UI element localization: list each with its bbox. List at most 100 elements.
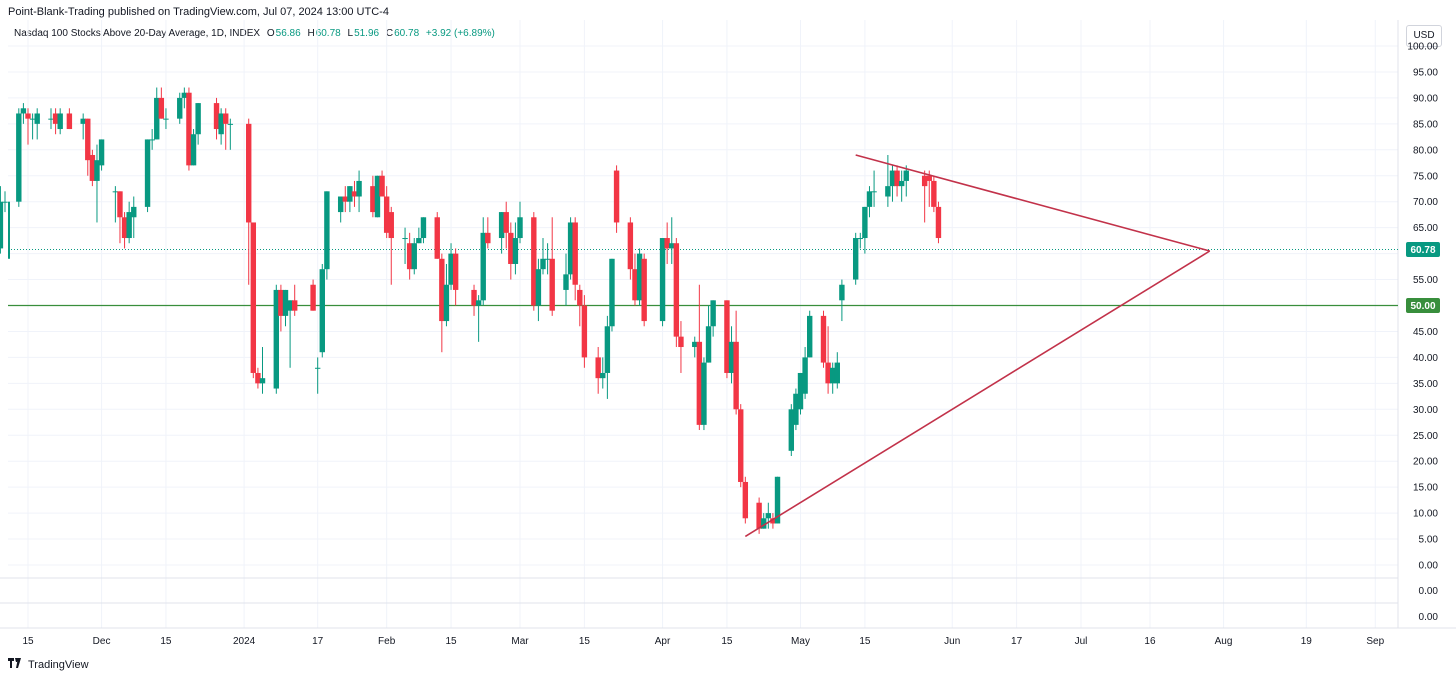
time-axis[interactable]: 15 Dec 15 2024 17 Feb 15 Mar 15 Apr 15 May 15 Jun 17 Ju… xyxy=(22,636,1384,647)
candle-body xyxy=(342,196,348,202)
candle-body xyxy=(701,362,707,425)
candle xyxy=(724,300,730,379)
candle xyxy=(921,170,928,223)
candle xyxy=(604,315,611,399)
candles xyxy=(0,87,942,534)
candle xyxy=(379,170,385,197)
x-tick-label: 2024 xyxy=(233,636,256,647)
candle-body xyxy=(581,305,588,358)
open-value: 56.86 xyxy=(275,28,301,39)
candle xyxy=(894,165,900,197)
candle xyxy=(544,243,551,275)
candle-body xyxy=(613,170,620,223)
candle-body xyxy=(508,232,514,264)
candle-body xyxy=(314,367,321,369)
open-label: O xyxy=(266,28,275,39)
candle-body xyxy=(793,393,799,425)
candle-body xyxy=(223,113,229,124)
candle xyxy=(98,139,105,171)
y-tick-label: 35.00 xyxy=(1413,379,1438,390)
candle-body xyxy=(636,253,643,301)
x-tick-label: Dec xyxy=(93,636,111,647)
candle-body xyxy=(733,341,739,410)
candle-body xyxy=(370,186,376,213)
candlestick-chart[interactable]: 100.00 95.00 90.00 85.00 80.00 75.00 70.00 65.0… xyxy=(0,0,1456,650)
x-tick-label: 17 xyxy=(1011,636,1023,647)
candle-body xyxy=(797,372,804,410)
trendline[interactable] xyxy=(744,250,1211,538)
candle xyxy=(632,253,638,306)
candle xyxy=(774,476,781,524)
candle xyxy=(278,284,284,332)
close-label: C xyxy=(385,28,394,39)
publish-info: Point-Blank-Trading published on Trading… xyxy=(8,6,389,18)
candle xyxy=(641,253,647,327)
candle-body xyxy=(452,253,459,290)
candle-body xyxy=(696,341,703,425)
x-tick-label: 19 xyxy=(1301,636,1313,647)
candle-body xyxy=(678,336,684,348)
candle xyxy=(314,357,321,394)
candle xyxy=(659,238,666,327)
candle-body xyxy=(834,362,840,384)
candle-body xyxy=(250,222,257,373)
candle xyxy=(273,284,280,394)
candle-body xyxy=(52,113,59,124)
candle xyxy=(636,248,643,306)
currency-button[interactable]: USD xyxy=(1406,25,1442,47)
candle xyxy=(935,201,942,244)
trendlines[interactable] xyxy=(744,154,1211,538)
trendline[interactable] xyxy=(855,154,1210,252)
y-tick-label: 55.00 xyxy=(1413,275,1438,286)
candle-body xyxy=(549,258,555,311)
x-tick-label: Sep xyxy=(1366,636,1384,647)
candle xyxy=(80,113,86,140)
candle xyxy=(52,108,59,135)
y-tick-label: 80.00 xyxy=(1413,145,1438,156)
candle xyxy=(931,175,937,213)
candle xyxy=(733,310,739,415)
candle-body xyxy=(710,300,716,327)
candle xyxy=(291,284,298,316)
symbol-legend: Nasdaq 100 Stocks Above 20-Day Average, … xyxy=(14,28,495,39)
low-label: L xyxy=(347,28,354,39)
candle-body xyxy=(126,212,132,239)
candle xyxy=(439,253,445,353)
y-tick-label: 5.00 xyxy=(1419,535,1439,546)
y-tick-label: 65.00 xyxy=(1413,223,1438,234)
candle-body xyxy=(512,238,519,264)
tradingview-footer[interactable]: TradingView xyxy=(8,658,89,671)
candle-body xyxy=(85,118,91,161)
candle-body xyxy=(903,170,909,181)
candle xyxy=(48,108,54,130)
candle-body xyxy=(218,113,224,135)
candle xyxy=(793,388,799,431)
candle xyxy=(351,180,358,207)
candle-body xyxy=(439,258,445,322)
candle-body xyxy=(149,139,155,141)
candle-body xyxy=(889,170,896,187)
candle xyxy=(577,284,583,327)
tradingview-logo-icon xyxy=(8,658,24,671)
x-tick-label: Apr xyxy=(655,636,671,647)
candle xyxy=(563,253,569,306)
candle xyxy=(177,92,183,124)
candle xyxy=(356,170,362,213)
candle-body xyxy=(29,118,36,120)
x-tick-label: Mar xyxy=(511,636,529,647)
candle-body xyxy=(259,378,266,384)
candle-body xyxy=(117,191,123,218)
candle xyxy=(485,217,491,249)
candle-body xyxy=(788,409,795,451)
candle-body xyxy=(866,191,873,207)
candle-body xyxy=(480,232,486,301)
candle xyxy=(627,217,634,280)
y-tick-label: 75.00 xyxy=(1413,171,1438,182)
candle-body xyxy=(567,222,574,275)
price-axis[interactable]: 100.00 95.00 90.00 85.00 80.00 75.00 70.00 65.0… xyxy=(1407,42,1438,624)
candle xyxy=(696,284,703,431)
candle-body xyxy=(503,212,509,233)
y-tick-label: 85.00 xyxy=(1413,119,1438,130)
candle-body xyxy=(498,212,505,239)
candle xyxy=(319,263,325,358)
